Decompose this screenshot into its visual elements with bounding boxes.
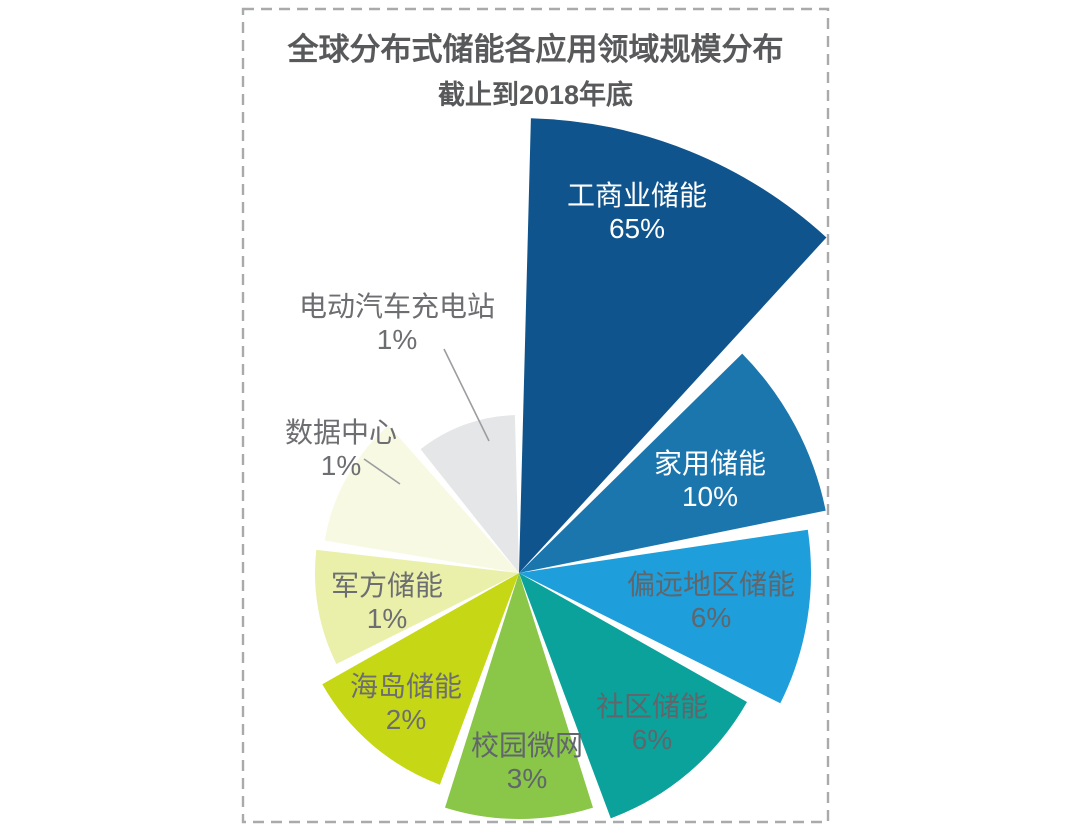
pie-slice-1 xyxy=(519,353,826,573)
slice-label-pct-1: 10% xyxy=(681,481,739,512)
slice-label-pct-5: 2% xyxy=(385,704,427,735)
pie-slice-5 xyxy=(322,573,519,785)
slice-label-pct-7: 1% xyxy=(320,450,362,481)
slice-label-text-6: 军方储能 xyxy=(330,570,444,601)
pie-slice-0 xyxy=(519,118,827,573)
slice-label-pct-4: 3% xyxy=(506,763,548,794)
slice-label-text-2: 偏远地区储能 xyxy=(626,569,796,600)
pie-slice-8 xyxy=(420,415,519,573)
slice-label-2: 偏远地区储能 6% xyxy=(627,568,795,634)
slice-label-0: 工商业储能 65% xyxy=(567,179,707,245)
slice-label-text-5: 海岛储能 xyxy=(349,671,463,702)
pie-slice-4 xyxy=(445,573,593,819)
pie-slice-3 xyxy=(519,573,747,819)
slice-label-text-3: 社区储能 xyxy=(595,691,709,722)
slice-label-text-1: 家用储能 xyxy=(653,448,767,479)
dashed-border xyxy=(241,7,830,824)
pie-slices xyxy=(314,118,827,819)
slice-label-pct-0: 65% xyxy=(608,213,666,244)
slice-label-3: 社区储能 6% xyxy=(596,690,708,756)
slice-label-pct-6: 1% xyxy=(366,603,408,634)
slice-label-5: 海岛储能 2% xyxy=(350,670,462,736)
leader-lines xyxy=(363,348,490,485)
slice-label-8: 电动汽车充电站 1% xyxy=(299,290,495,356)
slice-label-7: 数据中心 1% xyxy=(285,416,397,482)
leader-line-7 xyxy=(363,458,401,485)
slice-label-pct-2: 6% xyxy=(690,602,732,633)
pie-slice-2 xyxy=(519,529,812,704)
slice-label-4: 校园微网 3% xyxy=(471,729,583,795)
chart-subtitle: 截止到2018年底 xyxy=(437,80,634,110)
slice-label-text-4: 校园微网 xyxy=(470,730,584,761)
chart-title: 全球分布式储能各应用领域规模分布 xyxy=(287,32,784,67)
slice-label-pct-3: 6% xyxy=(631,724,673,755)
pie-slice-6 xyxy=(314,549,519,664)
leader-line-8 xyxy=(443,348,490,442)
pie-slice-7 xyxy=(324,425,519,573)
slice-label-text-7: 数据中心 xyxy=(284,417,398,448)
slice-label-text-8: 电动汽车充电站 xyxy=(298,291,496,322)
slice-label-pct-8: 1% xyxy=(376,324,418,355)
slice-label-6: 军方储能 1% xyxy=(331,569,443,635)
slice-label-1: 家用储能 10% xyxy=(654,447,766,513)
slice-label-text-0: 工商业储能 xyxy=(566,180,708,211)
